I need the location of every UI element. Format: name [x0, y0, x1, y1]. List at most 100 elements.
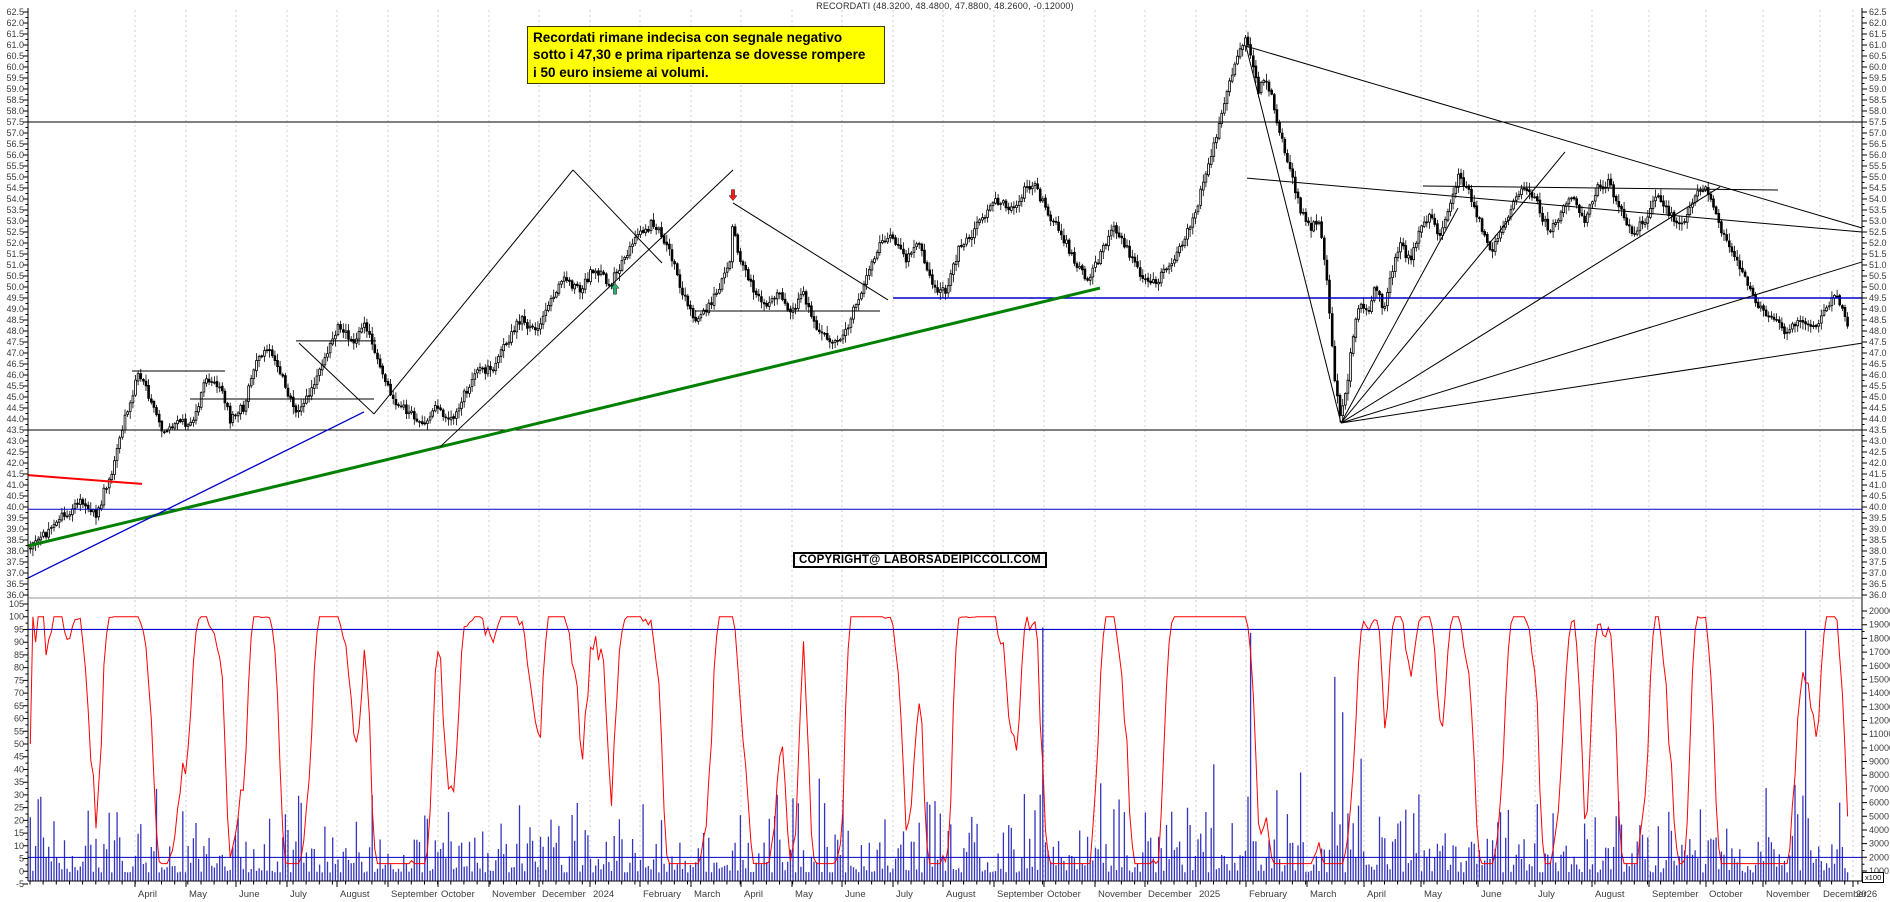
volume-unit-label: x100 — [1862, 872, 1885, 883]
price-axis-label-right: 58.0 — [1869, 106, 1887, 116]
oscillator-axis-label: 60 — [14, 714, 24, 724]
trendline — [1245, 45, 1863, 229]
month-label: August — [1595, 889, 1625, 900]
price-axis-label-right: 57.0 — [1869, 128, 1887, 138]
month-gridlines — [134, 10, 1854, 881]
analysis-note: Recordati rimane indecisa con segnale ne… — [527, 26, 885, 84]
price-axis-label-right: 49.0 — [1869, 304, 1887, 314]
oscillator-axis-label: 10 — [14, 841, 24, 851]
price-axis-label-right: 37.5 — [1869, 557, 1887, 567]
month-label: February — [643, 889, 681, 900]
month-label: June — [845, 889, 866, 900]
price-axis-label-left: 48.5 — [6, 315, 24, 325]
price-axis-label-right: 55.0 — [1869, 172, 1887, 182]
oscillator-axis-label: -5 — [16, 879, 24, 889]
month-label: May — [795, 889, 813, 900]
price-axis-label-right: 51.5 — [1869, 249, 1887, 259]
price-axis-label-left: 57.0 — [6, 128, 24, 138]
price-axis-label-right: 37.0 — [1869, 568, 1887, 578]
price-axis-label-right: 62.0 — [1869, 18, 1887, 28]
price-axis-label-left: 57.5 — [6, 117, 24, 127]
trendline — [1246, 177, 1863, 233]
oscillator-axis-label: 30 — [14, 790, 24, 800]
month-label: October — [441, 889, 475, 900]
oscillator-axis-label: 45 — [14, 752, 24, 762]
candles-down — [29, 36, 1849, 550]
price-axis-label-right: 59.5 — [1869, 73, 1887, 83]
price-axis-label-right: 52.0 — [1869, 238, 1887, 248]
price-axis-label-left: 44.0 — [6, 414, 24, 424]
oscillator-axis-label: 75 — [14, 675, 24, 685]
price-axis-label-left: 54.0 — [6, 194, 24, 204]
price-axis-label-right: 49.5 — [1869, 293, 1887, 303]
price-axis-label-right: 38.5 — [1869, 535, 1887, 545]
price-axis-label-right: 51.0 — [1869, 260, 1887, 270]
price-axis-label-left: 62.0 — [6, 18, 24, 28]
oscillator-axis-label: 95 — [14, 624, 24, 634]
price-axis-label-right: 58.5 — [1869, 95, 1887, 105]
volume-axis-label: 9000 — [1869, 757, 1889, 767]
volume-axis-label: 18000 — [1869, 633, 1890, 643]
trendline — [373, 169, 574, 415]
trendline — [732, 202, 889, 301]
month-label: April — [744, 889, 763, 900]
trendline — [1422, 185, 1779, 191]
oscillator-axis-label: 15 — [14, 828, 24, 838]
volume-axis-label: 10000 — [1869, 743, 1890, 753]
price-axis-label-left: 49.5 — [6, 293, 24, 303]
month-label: December — [542, 889, 586, 900]
month-label: February — [1249, 889, 1287, 900]
chart-title: RECORDATI (48.3200, 48.4800, 47.8800, 48… — [816, 1, 1074, 11]
price-axis-label-right: 40.0 — [1869, 502, 1887, 512]
month-label: 2025 — [1199, 889, 1220, 900]
price-axis-label-right: 59.0 — [1869, 84, 1887, 94]
price-axis-label-right: 60.5 — [1869, 51, 1887, 61]
price-axis-label-right: 41.0 — [1869, 480, 1887, 490]
price-axis-label-right: 42.5 — [1869, 447, 1887, 457]
price-axis-label-right: 56.0 — [1869, 150, 1887, 160]
oscillator-axis-label: 0 — [19, 866, 24, 876]
volume-axis-label: 17000 — [1869, 647, 1890, 657]
analysis-note-line: Recordati rimane indecisa con segnale ne… — [533, 30, 843, 45]
price-axis-label-right: 36.0 — [1869, 590, 1887, 600]
price-axis-label-left: 55.0 — [6, 172, 24, 182]
price-axis-label-left: 40.0 — [6, 502, 24, 512]
price-axis-label-left: 61.0 — [6, 40, 24, 50]
trendline — [27, 286, 1101, 548]
price-axis-label-right: 39.0 — [1869, 524, 1887, 534]
price-axis-label-right: 52.5 — [1869, 227, 1887, 237]
copyright-badge: COPYRIGHT@ LABORSADEIPICCOLI.COM — [793, 552, 1047, 568]
price-axis-label-left: 60.5 — [6, 51, 24, 61]
price-axis-label-left: 47.0 — [6, 348, 24, 358]
oscillator-axis-label: 25 — [14, 803, 24, 813]
month-label: July — [896, 889, 913, 900]
up-arrow-marker — [610, 282, 620, 295]
price-axis-label-left: 44.5 — [6, 403, 24, 413]
oscillator-line — [29, 615, 1849, 865]
price-axis-label-right: 42.0 — [1869, 458, 1887, 468]
month-label: September — [391, 889, 437, 900]
price-axis-label-left: 59.0 — [6, 84, 24, 94]
price-axis-label-left: 37.0 — [6, 568, 24, 578]
price-axis-label-left: 36.0 — [6, 590, 24, 600]
oscillator-axis-label: 55 — [14, 726, 24, 736]
price-axis-label-left: 61.5 — [6, 29, 24, 39]
month-label: April — [1367, 889, 1386, 900]
price-axis-label-left: 41.0 — [6, 480, 24, 490]
month-label: October — [1709, 889, 1743, 900]
volume-axis-label: 19000 — [1869, 620, 1890, 630]
price-axis-label-right: 48.0 — [1869, 326, 1887, 336]
month-label: July — [290, 889, 307, 900]
volume-axis-label: 1000 — [1869, 866, 1889, 876]
trendline — [1340, 207, 1459, 424]
price-axis-label-left: 49.0 — [6, 304, 24, 314]
axis-ticks — [23, 11, 1867, 887]
volume-axis-label: 8000 — [1869, 770, 1889, 780]
price-axis-label-right: 43.0 — [1869, 436, 1887, 446]
oscillator-axis-label: 40 — [14, 764, 24, 774]
price-axis-label-left: 51.5 — [6, 249, 24, 259]
price-axis-label-left: 46.0 — [6, 370, 24, 380]
price-axis-label-left: 47.5 — [6, 337, 24, 347]
price-axis-label-right: 45.0 — [1869, 392, 1887, 402]
